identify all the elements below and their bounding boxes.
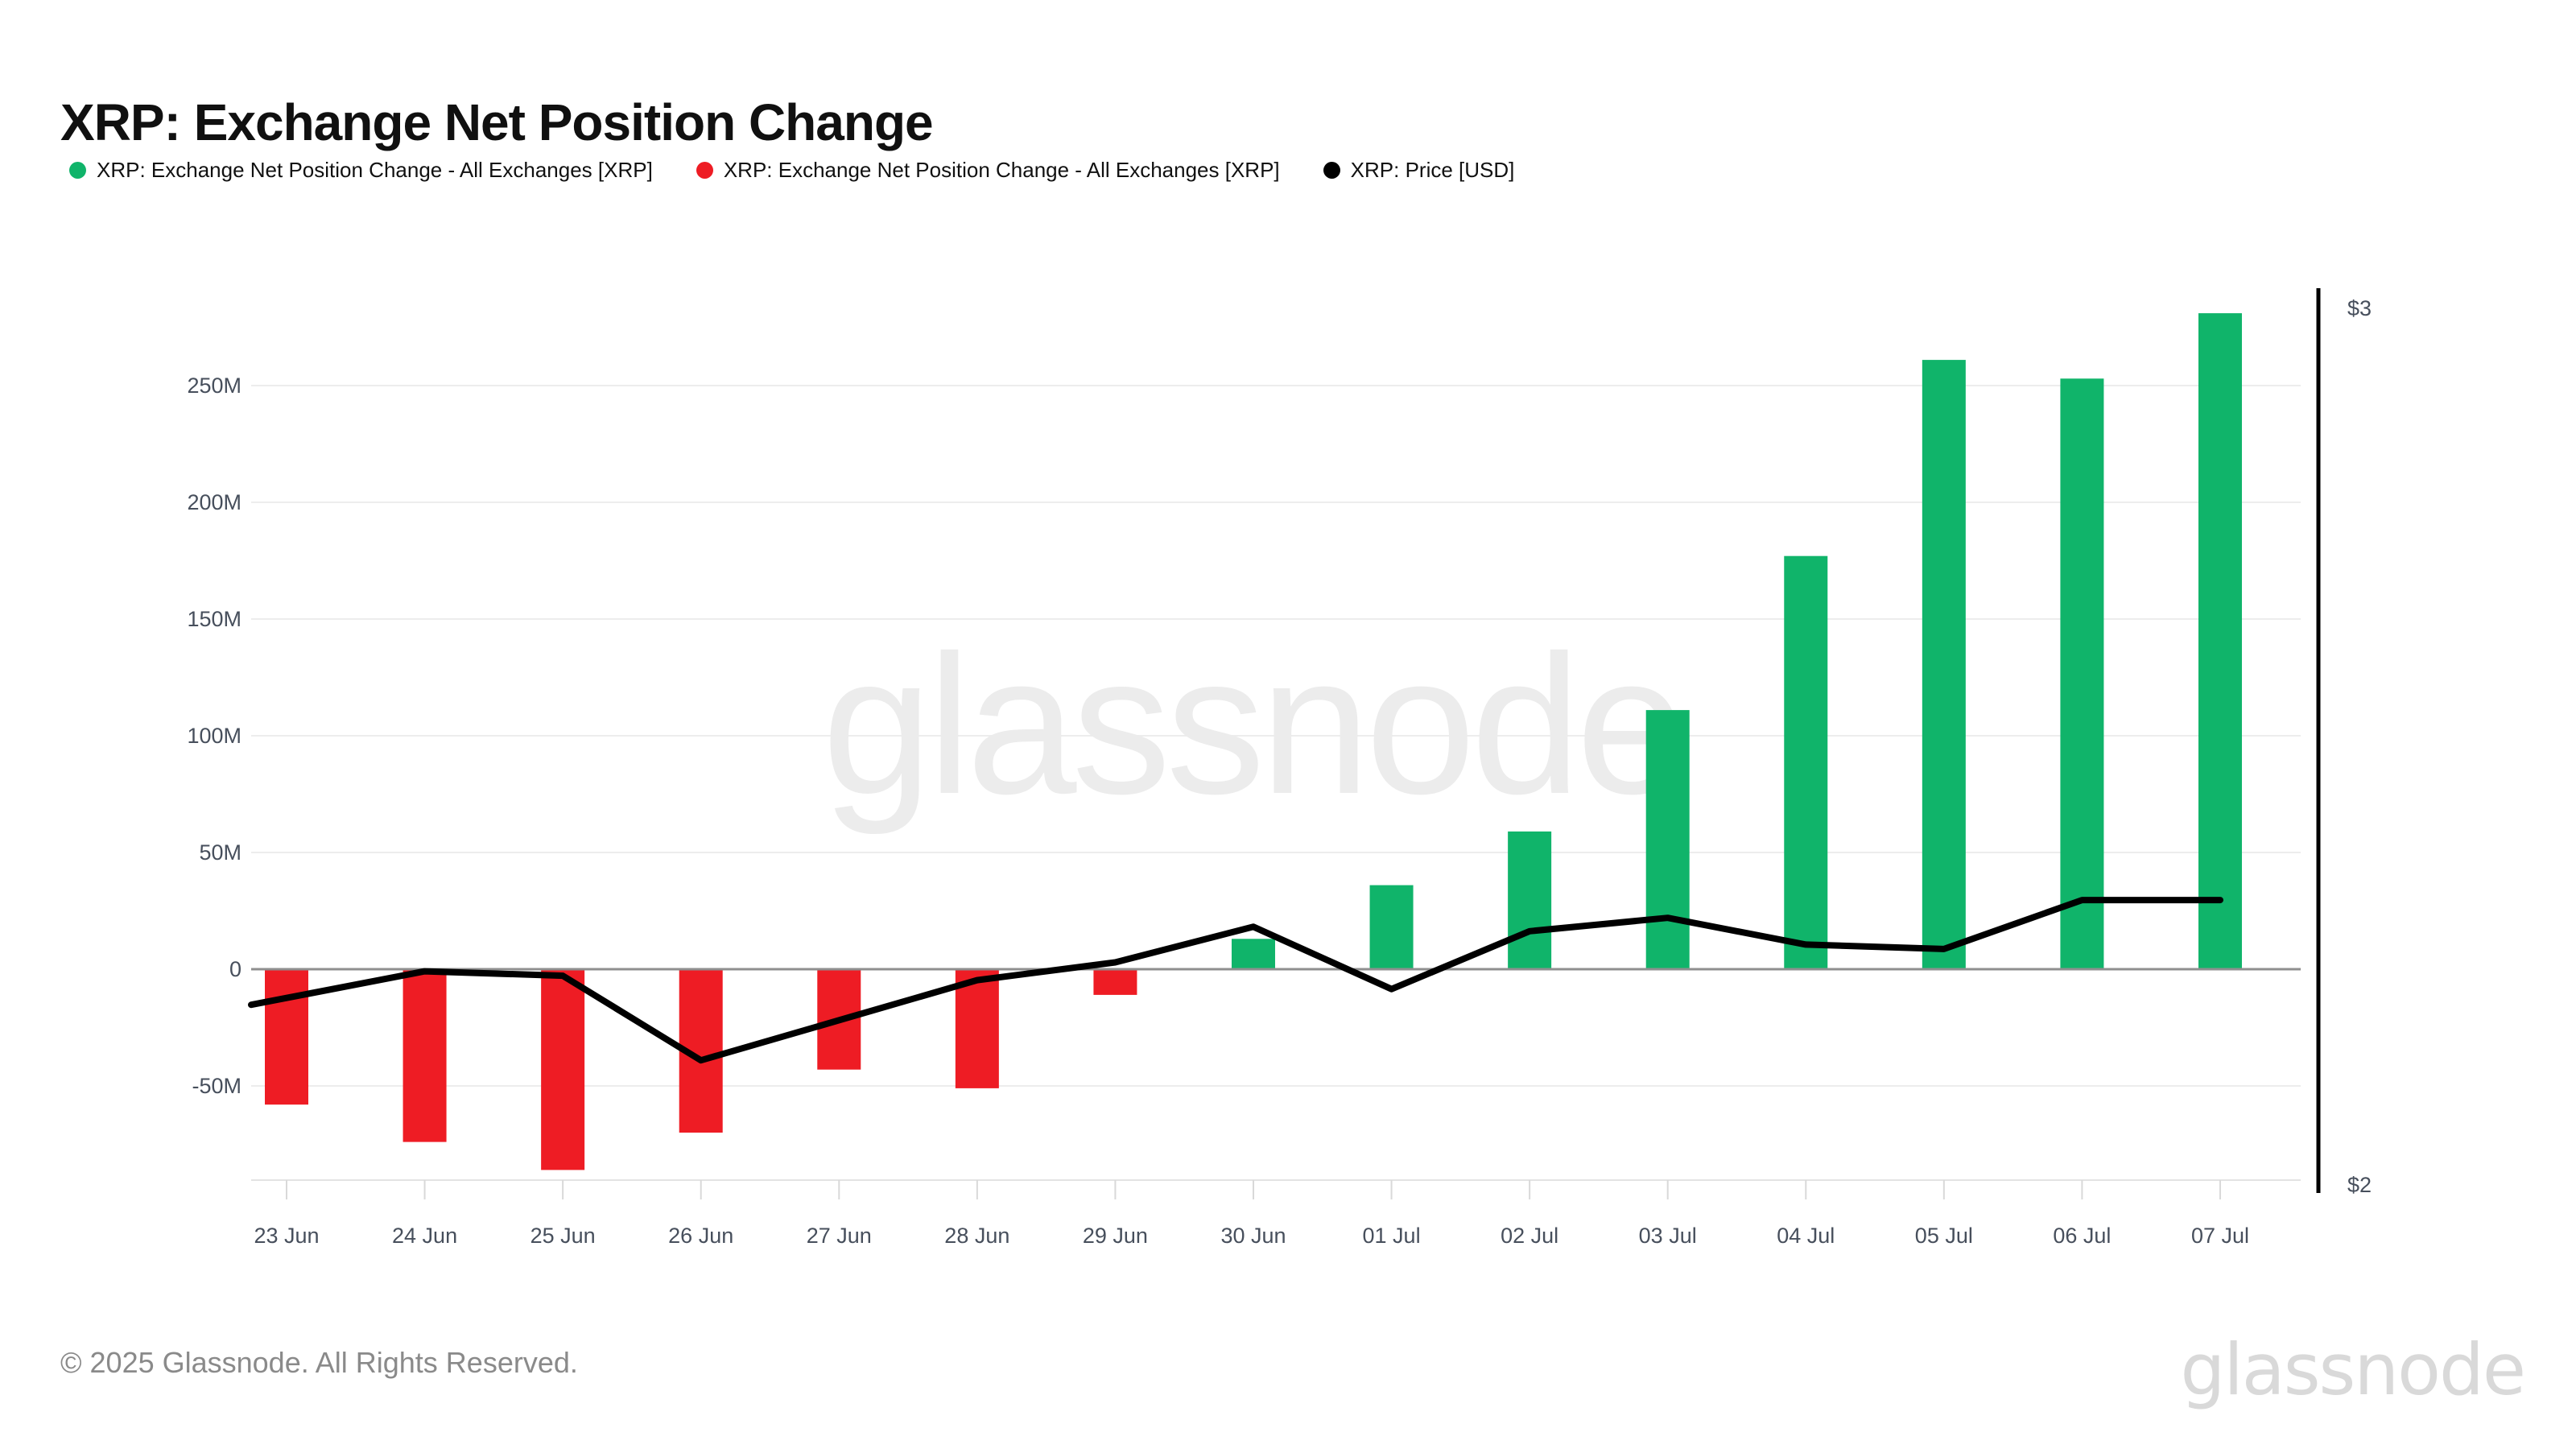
page-title: XRP: Exchange Net Position Change [60,93,934,151]
x-axis-tick-label: 25 Jun [530,1224,596,1248]
bar-06-jul[interactable] [2060,378,2104,969]
legend-item-net-position-positive[interactable]: XRP: Exchange Net Position Change - All … [69,158,653,183]
price-axis-tick-label: $3 [2347,296,2372,320]
legend-item-price[interactable]: XRP: Price [USD] [1323,158,1515,183]
y-axis-tick-label: 250M [187,374,242,398]
x-axis-tick-label: 02 Jul [1501,1224,1558,1248]
legend-label: XRP: Exchange Net Position Change - All … [97,158,653,182]
bar-28-jun[interactable] [955,969,999,1088]
y-axis-tick-label: 100M [187,724,242,748]
x-axis-tick-label: 28 Jun [944,1224,1009,1248]
x-axis-tick-label: 06 Jul [2053,1224,2111,1248]
bar-07-jul[interactable] [2198,313,2242,970]
y-axis-tick-label: -50M [192,1074,242,1098]
x-axis-tick-label: 24 Jun [392,1224,457,1248]
y-axis-tick-label: 150M [187,607,242,631]
chart-legend: XRP: Exchange Net Position Change - All … [69,158,1514,183]
x-axis-tick-label: 23 Jun [254,1224,319,1248]
bar-29-jun[interactable] [1093,969,1137,995]
x-axis-tick-label: 07 Jul [2191,1224,2249,1248]
bar-25-jun[interactable] [541,969,585,1170]
legend-label: XRP: Price [USD] [1350,158,1515,182]
glassnode-logo: glassnode [2180,1328,2526,1411]
price-line [248,897,2223,1064]
x-axis-tick-label: 26 Jun [668,1224,733,1248]
bar-01-jul[interactable] [1369,885,1414,969]
x-axis-tick-label: 30 Jun [1220,1224,1286,1248]
legend-label: XRP: Exchange Net Position Change - All … [723,158,1280,182]
bar-03-jul[interactable] [1645,710,1690,969]
legend-dot-red-icon [696,162,713,179]
copyright-text: © 2025 Glassnode. All Rights Reserved. [60,1346,578,1379]
bar-04-jul[interactable] [1784,555,1828,969]
y-axis-tick-label: 50M [199,840,242,865]
x-axis-tick-label: 01 Jul [1363,1224,1421,1248]
x-axis-tick-label: 29 Jun [1083,1224,1148,1248]
x-axis-tick-label: 05 Jul [1915,1224,1973,1248]
legend-dot-black-icon [1323,162,1340,179]
bar-24-jun[interactable] [402,969,447,1142]
watermark-text: glassnode [822,614,1682,836]
y-axis-tick-label: 0 [229,957,242,981]
price-axis-tick-label: $2 [2347,1173,2372,1197]
bar-23-jun[interactable] [265,969,308,1105]
bar-02-jul[interactable] [1508,831,1552,969]
legend-item-net-position-negative[interactable]: XRP: Exchange Net Position Change - All … [696,158,1280,183]
y-axis-tick-label: 200M [187,490,242,514]
x-axis-tick-label: 04 Jul [1777,1224,1835,1248]
x-axis-tick-label: 03 Jul [1639,1224,1697,1248]
legend-dot-green-icon [69,162,86,179]
bar-30-jun[interactable] [1231,939,1275,969]
bar-05-jul[interactable] [1922,360,1966,970]
x-axis-tick-label: 27 Jun [807,1224,872,1248]
